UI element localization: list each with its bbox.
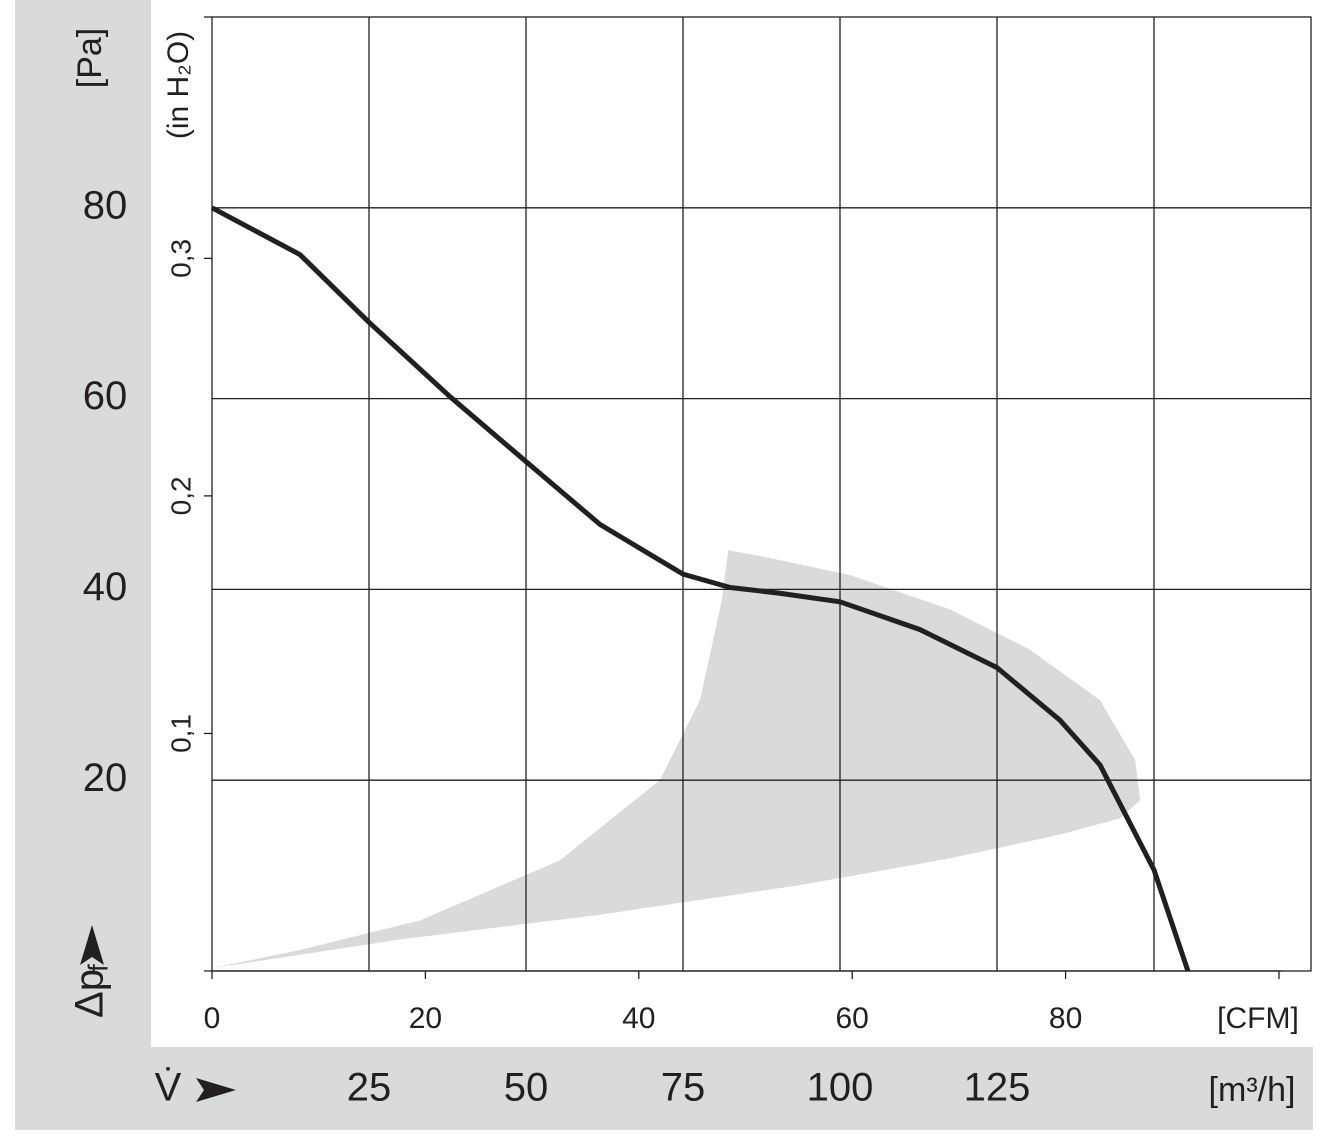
y-tick-label: 40 [83,565,128,609]
y2-tick-label: 0,3 [165,239,196,278]
x2-tick-label: 40 [622,1002,655,1035]
x2-tick-label: 60 [836,1002,869,1035]
y2-unit: (in H₂O) [162,31,195,139]
y-unit: [Pa] [71,28,109,88]
x2-tick-label: 0 [204,1002,221,1035]
y-arrow [80,925,104,965]
shaded-region [212,550,1141,969]
x2-tick-label: 80 [1049,1002,1082,1035]
x-tick-label: 50 [504,1066,549,1110]
x-tick-label: 125 [964,1066,1031,1110]
y-tick-label: 60 [83,374,128,418]
bottom-band [15,1047,1313,1130]
x2-tick-label: 20 [409,1002,442,1035]
x-tick-label: 100 [807,1066,874,1110]
x-unit: [m³/h] [1209,1071,1296,1109]
x-label: V̇ [155,1066,182,1110]
y-tick-label: 80 [83,183,128,227]
x-tick-label: 75 [661,1066,706,1110]
y-label: Δp [68,969,112,1018]
y-label-sub: f [82,964,113,972]
performance-curve [210,205,1191,972]
y2-tick-label: 0,1 [165,714,196,753]
y2-tick-label: 0,2 [165,476,196,515]
left-band [15,0,151,1130]
x-tick-label: 25 [347,1066,392,1110]
x-arrow [196,1078,236,1102]
x2-unit: [CFM] [1217,1002,1299,1035]
y-tick-label: 20 [83,756,128,800]
